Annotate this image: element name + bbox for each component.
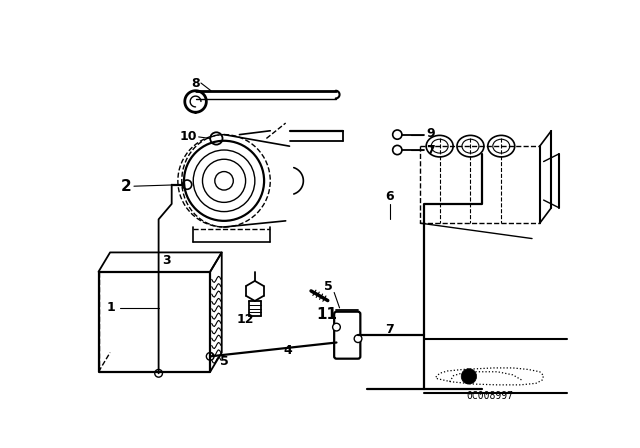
Text: 8: 8 — [191, 77, 200, 90]
Circle shape — [206, 353, 214, 360]
Text: 1: 1 — [106, 302, 115, 314]
Text: 10: 10 — [179, 130, 196, 143]
Text: 3: 3 — [162, 254, 171, 267]
Circle shape — [333, 323, 340, 331]
Text: 4: 4 — [284, 344, 292, 357]
Text: 0C008997: 0C008997 — [466, 392, 513, 401]
Text: 12: 12 — [237, 313, 254, 326]
Text: 5: 5 — [220, 355, 228, 368]
Text: 6: 6 — [385, 190, 394, 202]
Text: 5: 5 — [324, 280, 332, 293]
Text: 7: 7 — [385, 323, 394, 336]
Circle shape — [461, 369, 477, 384]
Text: 2: 2 — [121, 179, 132, 194]
Text: 9: 9 — [427, 127, 435, 140]
Text: 7: 7 — [427, 143, 435, 156]
Text: 11: 11 — [316, 306, 337, 322]
Circle shape — [155, 370, 163, 377]
Circle shape — [354, 335, 362, 343]
